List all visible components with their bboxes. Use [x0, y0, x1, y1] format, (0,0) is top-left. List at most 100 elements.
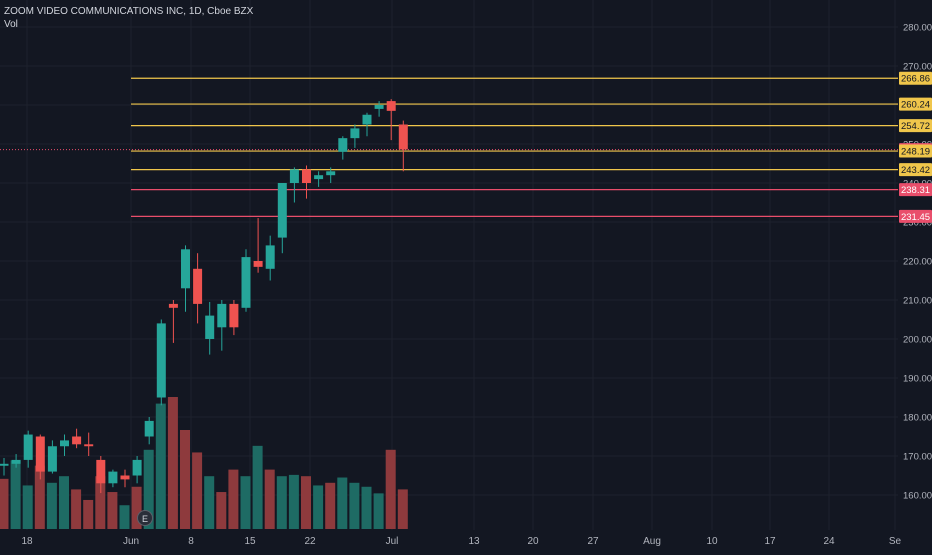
candle-body[interactable] [193, 268, 203, 304]
price-level-tag-label: 266.86 [901, 74, 930, 85]
candle-body[interactable] [72, 436, 82, 445]
x-tick-label: 22 [304, 536, 316, 547]
y-tick-label: 180.00 [903, 413, 932, 424]
y-tick-label: 280.00 [903, 23, 932, 34]
volume-bar [143, 449, 154, 529]
volume-bar [180, 430, 190, 529]
y-tick-label: 200.00 [903, 335, 932, 346]
candle-body[interactable] [23, 434, 33, 460]
volume-bar [167, 397, 178, 529]
volume-bar [83, 499, 94, 529]
volume-bar [385, 449, 396, 529]
price-level-tag[interactable] [899, 71, 932, 85]
price-levels [0, 77, 898, 217]
x-tick-label: Se [889, 536, 902, 547]
x-tick-label: Aug [643, 536, 661, 547]
candle-body[interactable] [156, 323, 166, 398]
volume-bar [10, 460, 21, 529]
candle-body[interactable] [362, 114, 372, 125]
candle-body[interactable] [108, 471, 118, 484]
y-tick-label: 220.00 [903, 257, 932, 268]
candle-body[interactable] [277, 183, 287, 238]
candle-body[interactable] [374, 105, 384, 109]
candle-body[interactable] [47, 446, 57, 472]
y-tick-label: 190.00 [903, 374, 932, 385]
volume-bar [313, 485, 324, 529]
x-tick-label: 27 [587, 536, 599, 547]
candle-body[interactable] [326, 171, 336, 176]
x-tick-label: Jun [123, 536, 139, 547]
candle-body[interactable] [84, 444, 94, 447]
price-level-tag[interactable] [899, 97, 932, 111]
x-tick-label: 15 [244, 536, 256, 547]
volume-bar [228, 469, 239, 529]
candle-body[interactable] [265, 245, 275, 269]
grid-lines [0, 0, 898, 530]
candle-body[interactable] [60, 440, 69, 447]
candle-body[interactable] [241, 257, 251, 308]
candle-body[interactable] [205, 315, 215, 339]
volume-bar [337, 477, 348, 529]
price-level-tag[interactable] [899, 163, 932, 177]
candle-body[interactable] [314, 175, 324, 180]
volume-bar [276, 476, 287, 529]
x-tick-label: 18 [21, 536, 33, 547]
volume-bar [22, 485, 33, 529]
axes: 18 Jun 8 15 22 Jul 13 20 27 Aug 10 17 24 Se 160.00 170.… [21, 23, 932, 547]
volume-indicator-label[interactable]: Vol [4, 19, 18, 30]
candles [0, 99, 408, 494]
price-level-tag[interactable] [899, 183, 932, 197]
y-tick-label: 210.00 [903, 296, 932, 307]
volume-bar [34, 465, 45, 529]
volume-bar [240, 476, 251, 529]
volume-bar [71, 489, 82, 529]
volume-bar [325, 482, 336, 529]
volume-bars [0, 397, 408, 529]
volume-bar [0, 478, 9, 529]
candle-body[interactable] [35, 436, 45, 472]
candle-body[interactable] [96, 459, 106, 484]
volume-bar [397, 489, 408, 529]
price-level-tag-label: 238.31 [901, 185, 930, 196]
candle-body[interactable] [168, 303, 178, 308]
volume-bar [59, 476, 69, 529]
volume-bar [373, 493, 384, 529]
candle-body[interactable] [144, 420, 154, 437]
price-level-tag-label: 248.19 [901, 147, 930, 158]
volume-bar [119, 505, 130, 529]
volume-bar [288, 474, 299, 529]
candle-body[interactable] [253, 261, 263, 267]
candle-body[interactable] [338, 138, 348, 152]
x-tick-label: Jul [386, 536, 399, 547]
volume-bar [216, 492, 227, 529]
price-level-tag[interactable] [899, 209, 932, 223]
candle-body[interactable] [302, 169, 311, 183]
candle-body[interactable] [0, 463, 9, 466]
earnings-icon[interactable]: E [137, 510, 153, 526]
y-tick-label: 160.00 [903, 491, 932, 502]
price-level-tag[interactable] [899, 144, 932, 158]
volume-bar [252, 445, 263, 529]
candle-body[interactable] [132, 459, 142, 476]
price-level-tag-label: 231.45 [901, 212, 930, 223]
candle-body[interactable] [181, 249, 190, 289]
x-tick-label: 13 [468, 536, 480, 547]
price-level-tag[interactable] [899, 119, 932, 133]
candle-body[interactable] [350, 128, 360, 139]
candle-body[interactable] [386, 101, 396, 111]
y-tick-label: 230.00 [903, 218, 932, 229]
y-tick-label: 170.00 [903, 452, 932, 463]
x-tick-label: 8 [188, 536, 194, 547]
candle-body[interactable] [398, 124, 408, 150]
candle-body[interactable] [11, 459, 21, 464]
candle-body[interactable] [120, 475, 130, 480]
volume-bar [192, 452, 203, 529]
volume-bar [264, 469, 275, 529]
candle-body[interactable] [289, 169, 299, 183]
volume-bar [95, 476, 106, 529]
candle-body[interactable] [217, 303, 227, 328]
chart-header: ZOOM VIDEO COMMUNICATIONS INC, 1D, Cboe … [4, 5, 253, 31]
candle-body[interactable] [229, 303, 239, 328]
